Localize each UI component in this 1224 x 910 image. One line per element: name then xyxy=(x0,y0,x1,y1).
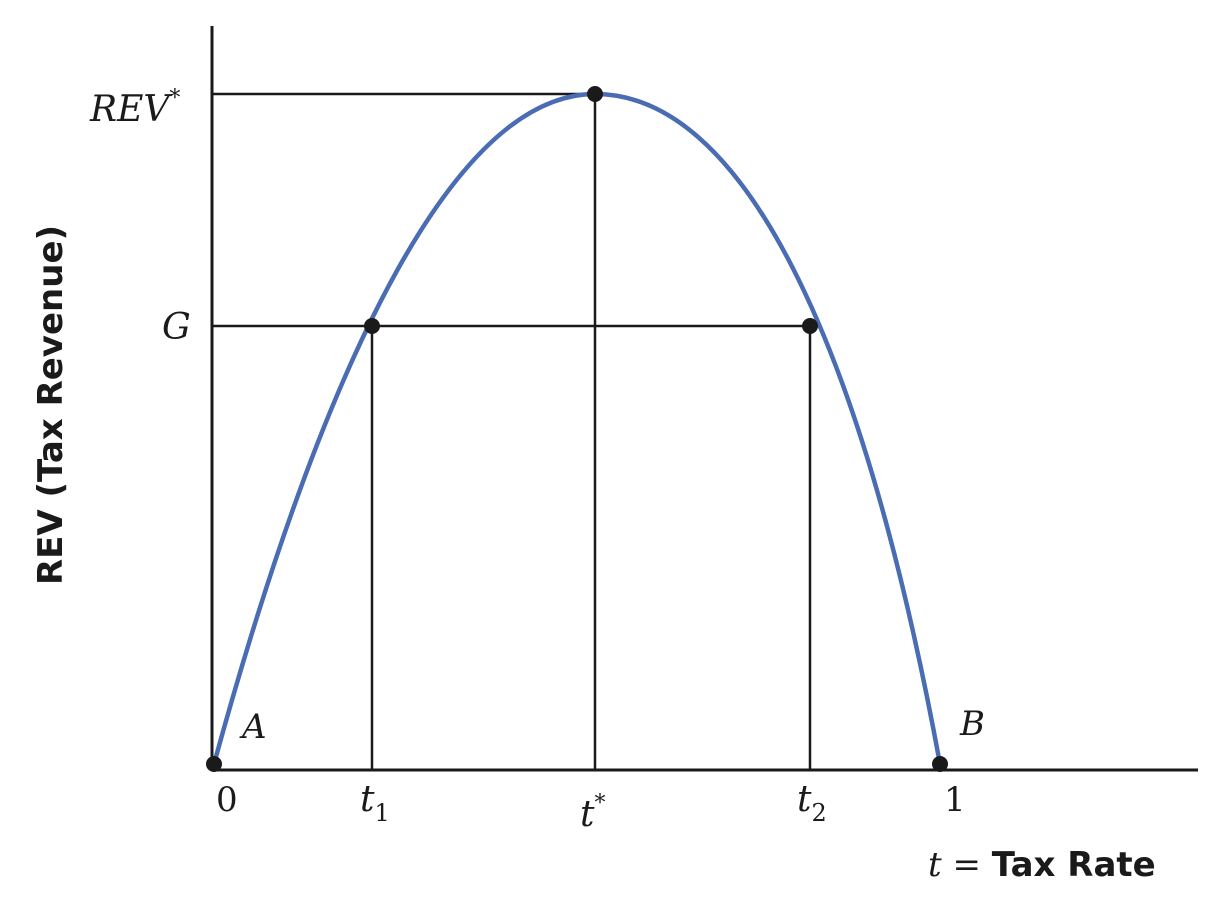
x-label-one: 1 xyxy=(944,780,966,820)
y-axis-title: REV (Tax Revenue) xyxy=(31,225,71,585)
x-axis-title-equals: = xyxy=(942,845,992,885)
point-a xyxy=(206,756,222,772)
rev-star-label: REV* xyxy=(89,86,180,130)
x-axis-title-label: Tax Rate xyxy=(992,845,1156,885)
rev-star-label-base: REV xyxy=(89,89,173,130)
point-b xyxy=(932,756,948,772)
point-t1-g xyxy=(364,318,380,334)
revenue-curve xyxy=(211,91,943,765)
point-rev-star xyxy=(587,86,603,102)
x-label-t2-base: t xyxy=(797,779,812,820)
point-a-label: A xyxy=(239,707,267,747)
x-label-t1-base: t xyxy=(360,779,375,820)
x-label-t2: t2 xyxy=(797,779,827,827)
x-axis-title-variable: t xyxy=(928,845,942,885)
x-label-t-star-base: t xyxy=(580,794,595,835)
point-b-label: B xyxy=(959,704,985,744)
x-label-zero: 0 xyxy=(216,780,238,820)
x-label-t1: t1 xyxy=(360,779,390,827)
x-label-t2-sub: 2 xyxy=(811,799,826,827)
rev-star-label-sup: * xyxy=(169,86,180,111)
point-t2-g xyxy=(802,318,818,334)
x-label-t1-sub: 1 xyxy=(374,799,389,827)
x-axis-title: t = Tax Rate xyxy=(928,845,1156,885)
x-label-t-star: t* xyxy=(580,791,605,835)
g-label: G xyxy=(162,307,191,348)
x-label-t-star-sup: * xyxy=(594,791,605,816)
